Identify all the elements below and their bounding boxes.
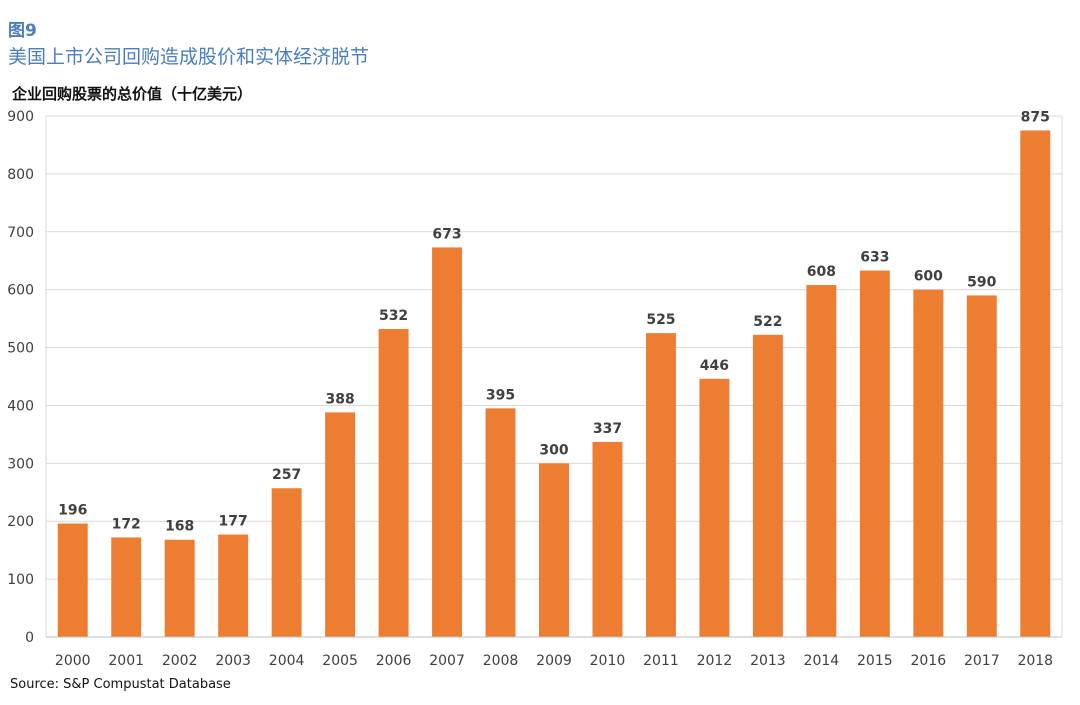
bar [111, 537, 142, 637]
x-tick-label: 2004 [269, 653, 305, 669]
data-label: 300 [539, 442, 568, 458]
data-label: 600 [914, 269, 943, 285]
y-tick-label: 300 [7, 456, 34, 472]
bar [325, 412, 356, 637]
data-label: 633 [860, 250, 889, 266]
x-tick-label: 2016 [910, 653, 946, 669]
data-label: 522 [753, 314, 782, 330]
data-label: 532 [379, 308, 408, 324]
data-label: 337 [593, 421, 622, 437]
bar [699, 378, 730, 637]
bar [271, 488, 302, 637]
bar [592, 441, 623, 637]
chart-title: 企业回购股票的总价值（十亿美元） [12, 85, 253, 103]
bar [1020, 130, 1051, 637]
x-tick-label: 2007 [429, 653, 465, 669]
data-label: 196 [58, 503, 87, 519]
y-tick-label: 200 [7, 514, 34, 530]
x-tick-label: 2005 [322, 653, 358, 669]
figure-label: 图9 [8, 21, 37, 41]
x-tick-label: 2008 [483, 653, 519, 669]
data-label: 168 [165, 519, 194, 535]
figure-title: 美国上市公司回购造成股价和实体经济脱节 [8, 46, 370, 68]
bar [378, 329, 409, 637]
x-tick-label: 2001 [108, 653, 144, 669]
x-tick-label: 2012 [697, 653, 733, 669]
bar [913, 289, 944, 637]
y-tick-label: 400 [7, 398, 34, 414]
bar [432, 247, 463, 637]
bar [645, 333, 676, 637]
data-label: 388 [325, 391, 354, 407]
x-tick-label: 2003 [215, 653, 251, 669]
y-tick-label: 600 [7, 283, 34, 299]
data-label: 875 [1021, 109, 1050, 125]
x-tick-label: 2015 [857, 653, 893, 669]
x-tick-label: 2014 [804, 653, 840, 669]
x-tick-label: 2017 [964, 653, 1000, 669]
y-tick-label: 100 [7, 572, 34, 588]
y-tick-label: 900 [7, 109, 34, 125]
bar [966, 295, 997, 637]
data-label: 673 [432, 226, 461, 242]
y-tick-label: 700 [7, 225, 34, 241]
bar [164, 539, 195, 637]
data-label: 257 [272, 467, 301, 483]
x-tick-label: 2018 [1017, 653, 1053, 669]
data-label: 395 [486, 387, 515, 403]
data-label: 177 [219, 514, 248, 530]
x-tick-label: 2006 [376, 653, 412, 669]
bar [752, 334, 783, 637]
data-label: 446 [700, 358, 729, 374]
data-label: 590 [967, 274, 996, 290]
y-tick-label: 800 [7, 167, 34, 183]
bar [57, 523, 88, 637]
x-tick-label: 2011 [643, 653, 679, 669]
data-label: 525 [646, 312, 675, 328]
x-tick-label: 2002 [162, 653, 198, 669]
x-tick-label: 2010 [590, 653, 626, 669]
data-label: 608 [807, 264, 836, 280]
x-tick-label: 2009 [536, 653, 572, 669]
x-tick-label: 2013 [750, 653, 786, 669]
bar [485, 408, 516, 637]
source-note: Source: S&P Compustat Database [10, 677, 231, 692]
bar [859, 270, 890, 637]
y-tick-label: 500 [7, 341, 34, 357]
y-tick-label: 0 [25, 630, 34, 646]
bar [218, 534, 249, 637]
bar [806, 285, 837, 637]
data-label: 172 [112, 516, 141, 532]
x-tick-label: 2000 [55, 653, 91, 669]
bar [539, 463, 569, 637]
